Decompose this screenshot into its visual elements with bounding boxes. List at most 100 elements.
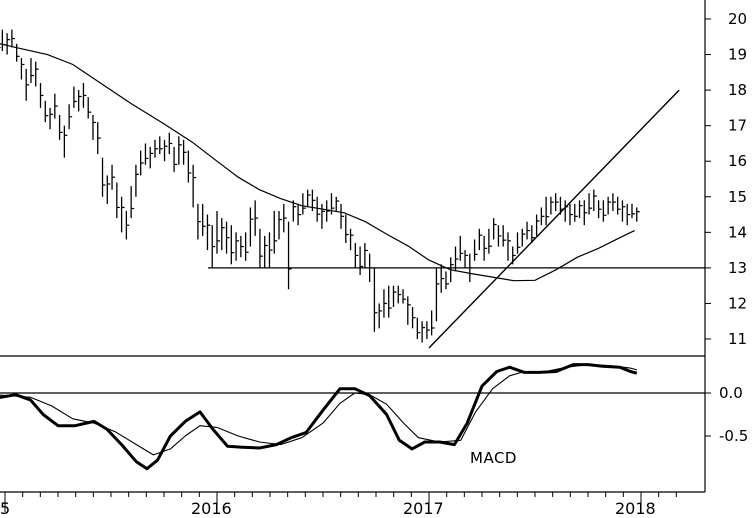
price-y-tick: 17 (705, 117, 747, 135)
price-y-tick-label: 11 (728, 330, 747, 348)
price-y-tick-label: 18 (728, 81, 747, 99)
price-bar (44, 100, 49, 123)
price-bar (392, 285, 397, 307)
price-bar (416, 317, 421, 339)
price-bar (197, 203, 201, 240)
macd-y-tick-label: 0.0 (719, 384, 743, 402)
price-bar (211, 225, 216, 268)
price-bar (82, 83, 87, 108)
price-y-tick: 14 (705, 223, 747, 241)
moving-average-line (0, 43, 635, 282)
price-y-tick-label: 19 (728, 46, 747, 64)
price-bar (30, 58, 34, 83)
price-bar (87, 97, 92, 119)
price-bar (35, 61, 39, 87)
price-y-tick: 11 (705, 330, 747, 348)
macd-panel: MACD (0, 355, 705, 471)
price-bar (345, 214, 349, 243)
price-bar (302, 193, 306, 215)
price-bar (593, 189, 597, 211)
price-bar (73, 86, 77, 108)
price-bar (78, 90, 82, 112)
price-bar (388, 285, 392, 318)
price-bar (187, 150, 192, 183)
price-bar (182, 139, 187, 165)
macd-y-tick-label: -0.5 (719, 427, 748, 445)
price-bar (564, 200, 569, 222)
price-bar (402, 289, 407, 304)
x-ticks: 5 2016 2017 2018 (0, 492, 677, 518)
price-bar (354, 243, 359, 268)
price-bar (97, 122, 101, 155)
price-bar (116, 182, 120, 219)
price-y-tick-label: 16 (728, 152, 747, 170)
price-bar (617, 196, 621, 215)
price-bar (478, 228, 483, 251)
price-bar (259, 228, 263, 268)
price-bar (283, 203, 287, 233)
price-bar (173, 147, 178, 172)
x-tick-label: 2016 (191, 499, 232, 518)
price-y-tick: 18 (705, 81, 747, 99)
price-bar (268, 232, 273, 268)
trendline (428, 89, 680, 349)
x-tick-label: 5 (0, 499, 10, 518)
price-bar (68, 104, 73, 130)
price-bar (278, 211, 283, 240)
macd-y-tick: 0.0 (705, 384, 743, 402)
price-bar (202, 203, 206, 236)
price-bar (378, 303, 383, 329)
price-y-tick-label: 12 (728, 294, 747, 312)
price-bar (483, 235, 488, 261)
price-bar (397, 285, 402, 304)
price-bar (516, 232, 521, 254)
price-bar (216, 211, 220, 254)
price-bar (373, 267, 378, 332)
price-bar (497, 225, 502, 247)
price-bars (0, 29, 640, 343)
price-bar (321, 203, 325, 229)
price-bar (54, 93, 58, 119)
price-bar (159, 136, 163, 155)
price-bar (636, 207, 640, 222)
price-bar (602, 200, 607, 222)
macd-line (0, 363, 638, 471)
price-bar (39, 83, 44, 108)
price-bar (626, 203, 631, 226)
price-bar (92, 115, 96, 140)
price-bar (364, 243, 368, 268)
price-bar (621, 200, 626, 222)
price-bar (221, 218, 225, 251)
price-bar (206, 214, 211, 251)
macd-y-tick: -0.5 (705, 427, 748, 445)
price-bar (230, 225, 235, 265)
price-bar (49, 107, 54, 130)
price-bar (140, 150, 144, 176)
price-y-tick: 19 (705, 46, 747, 64)
price-bar (154, 139, 158, 158)
price-bar (192, 164, 197, 208)
price-bar (574, 203, 578, 222)
price-y-tick-label: 15 (728, 188, 747, 206)
price-y-tick: 20 (705, 10, 747, 28)
price-bar (569, 203, 573, 226)
price-bar (464, 250, 469, 268)
price-bar (16, 43, 20, 62)
price-bar (535, 214, 540, 236)
price-bar (411, 307, 416, 329)
price-bar (597, 200, 602, 219)
price-bar (125, 211, 130, 240)
price-bar (531, 225, 535, 243)
price-bar (473, 239, 478, 261)
price-bar (11, 29, 15, 48)
price-bar (316, 196, 321, 222)
price-bar (521, 228, 526, 247)
price-bar (264, 235, 268, 268)
price-bar (63, 125, 68, 158)
price-bar (0, 46, 1, 49)
price-bar (120, 196, 125, 233)
price-bar (507, 232, 511, 261)
price-bar (106, 175, 111, 204)
price-bar (273, 211, 278, 254)
